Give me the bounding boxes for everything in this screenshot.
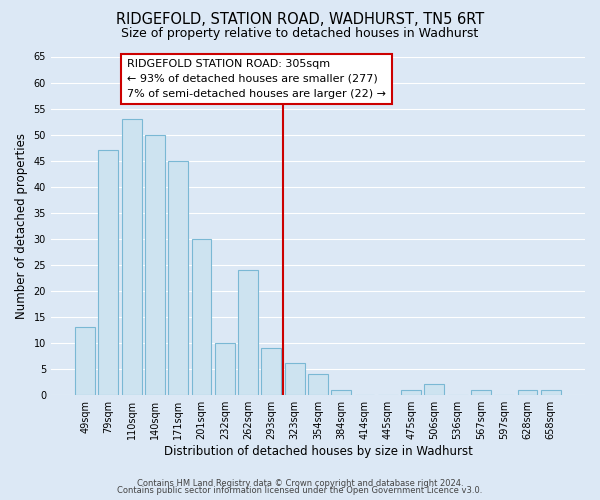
Bar [285, 364, 305, 394]
Bar [122, 119, 142, 394]
Text: Contains public sector information licensed under the Open Government Licence v3: Contains public sector information licen… [118, 486, 482, 495]
Bar [169, 160, 188, 394]
Bar [145, 134, 165, 394]
Bar [308, 374, 328, 394]
Text: RIDGEFOLD, STATION ROAD, WADHURST, TN5 6RT: RIDGEFOLD, STATION ROAD, WADHURST, TN5 6… [116, 12, 484, 28]
Bar [238, 270, 258, 394]
Y-axis label: Number of detached properties: Number of detached properties [15, 132, 28, 318]
Bar [331, 390, 351, 394]
Text: RIDGEFOLD STATION ROAD: 305sqm
← 93% of detached houses are smaller (277)
7% of : RIDGEFOLD STATION ROAD: 305sqm ← 93% of … [127, 59, 386, 98]
Bar [471, 390, 491, 394]
Bar [191, 238, 211, 394]
Bar [75, 327, 95, 394]
Text: Contains HM Land Registry data © Crown copyright and database right 2024.: Contains HM Land Registry data © Crown c… [137, 478, 463, 488]
Bar [541, 390, 561, 394]
Bar [518, 390, 538, 394]
Bar [98, 150, 118, 394]
Bar [262, 348, 281, 395]
Bar [215, 342, 235, 394]
Text: Size of property relative to detached houses in Wadhurst: Size of property relative to detached ho… [121, 28, 479, 40]
Bar [424, 384, 444, 394]
X-axis label: Distribution of detached houses by size in Wadhurst: Distribution of detached houses by size … [164, 444, 472, 458]
Bar [401, 390, 421, 394]
